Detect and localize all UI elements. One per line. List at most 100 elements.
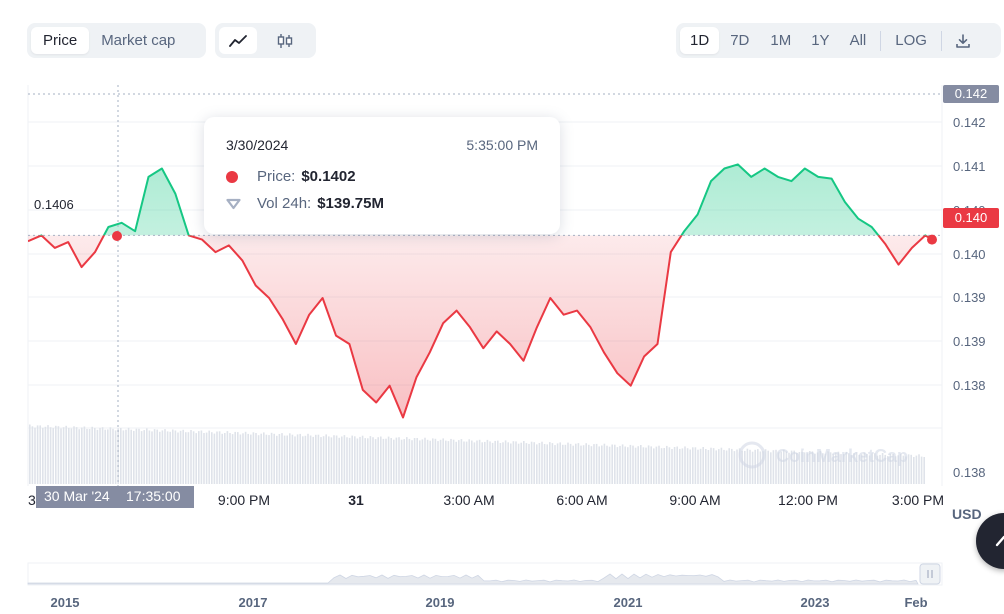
volume-bar — [198, 431, 200, 484]
tooltip-date: 3/30/2024 — [226, 137, 289, 153]
volume-bar — [785, 451, 788, 484]
volume-bar — [523, 441, 525, 484]
volume-bar — [88, 429, 91, 484]
volume-bar — [86, 428, 88, 484]
x-tick-label: 31 — [348, 492, 364, 508]
volume-bar — [920, 456, 923, 484]
volume-bar — [114, 430, 117, 484]
range-navigator[interactable] — [27, 562, 943, 586]
volume-bar — [242, 433, 244, 484]
volume-bar — [286, 435, 288, 484]
volume-bar — [824, 453, 827, 484]
volume-bar — [624, 446, 626, 484]
volume-bar — [182, 429, 184, 484]
volume-bar — [855, 452, 858, 484]
volume-bar — [408, 438, 411, 484]
pause-handle-icon[interactable] — [919, 563, 941, 585]
volume-bar — [530, 441, 533, 484]
volume-bar — [60, 428, 62, 484]
volume-bar — [203, 433, 205, 484]
x-tick-label: 12:00 PM — [778, 492, 838, 508]
range-7d[interactable]: 7D — [730, 32, 750, 49]
volume-bar — [208, 430, 210, 484]
y-tick-label: 0.138 — [953, 465, 986, 480]
log-toggle[interactable]: LOG — [895, 32, 927, 49]
volume-bar — [809, 451, 811, 484]
volume-bar — [694, 447, 697, 484]
volume-bar — [710, 447, 712, 484]
volume-bar — [127, 427, 130, 484]
volume-bar — [343, 435, 346, 484]
tooltip-volume-label: Vol 24h: — [257, 195, 312, 212]
volume-bar — [380, 436, 382, 484]
volume-bar — [803, 452, 806, 484]
volume-bar — [770, 452, 772, 484]
volume-bar — [627, 447, 629, 484]
volume-bar — [647, 445, 650, 484]
range-1d[interactable]: 1D — [680, 27, 720, 54]
y-tick-label: 0.138 — [953, 378, 986, 393]
volume-bar — [73, 426, 75, 484]
download-icon[interactable] — [946, 27, 980, 54]
volume-bar — [341, 436, 343, 484]
x-tick-label: 3:00 AM — [443, 492, 494, 508]
range-1m[interactable]: 1M — [770, 32, 792, 49]
volume-bar — [679, 448, 681, 484]
volume-bar — [902, 455, 905, 484]
navigator-year-label: Feb — [904, 595, 927, 610]
volume-bar — [403, 439, 405, 484]
volume-bar — [707, 450, 710, 484]
line-chart-icon[interactable] — [219, 27, 257, 54]
volume-bar — [507, 442, 509, 484]
volume-bar — [411, 440, 413, 484]
volume-bar — [109, 427, 112, 484]
y-tick-label: 0.139 — [953, 290, 986, 305]
volume-bar — [608, 446, 611, 484]
crosshair-price-badge-text: 0.142 — [955, 86, 988, 101]
volume-bar — [546, 444, 548, 484]
volume-bar — [720, 447, 723, 484]
volume-bar — [567, 442, 569, 484]
range-toggle: 1D 7D 1M 1Y All LOG — [676, 23, 1001, 58]
y-tick-label: 0.141 — [953, 159, 986, 174]
volume-bar — [133, 430, 135, 484]
volume-bar — [689, 449, 691, 484]
range-all[interactable]: All — [849, 32, 867, 49]
price-tab[interactable]: Price — [31, 27, 90, 54]
last-price-dot — [927, 234, 937, 245]
volume-bar — [70, 428, 73, 484]
volume-bar — [577, 443, 580, 484]
volume-bar — [673, 447, 676, 484]
volume-bar — [723, 449, 725, 484]
volume-bar — [489, 441, 491, 484]
volume-bar — [192, 431, 195, 484]
volume-bar — [569, 443, 572, 484]
candlestick-icon[interactable] — [266, 27, 304, 54]
volume-bar — [94, 427, 96, 484]
volume-bar — [151, 431, 153, 484]
volume-bar — [549, 442, 551, 484]
volume-bar — [221, 433, 223, 484]
market-cap-tab[interactable]: Market cap — [101, 32, 176, 49]
volume-bar — [122, 430, 125, 484]
watermark: CoinMarketCap — [738, 441, 908, 469]
tooltip-price-row: Price: $0.1402 — [226, 168, 356, 185]
price-dot-icon — [226, 170, 238, 183]
volume-bar — [541, 441, 543, 484]
volume-bar — [437, 441, 439, 484]
volume-bar — [426, 439, 429, 484]
volume-bar — [309, 435, 312, 484]
chevron-up-icon — [995, 535, 1004, 547]
volume-bar — [42, 427, 44, 484]
volume-bar — [476, 440, 478, 484]
current-price-badge — [943, 208, 999, 228]
range-1y[interactable]: 1Y — [811, 32, 830, 49]
volume-bar — [185, 432, 187, 484]
volume-bar — [172, 429, 174, 484]
volume-bar — [853, 453, 855, 484]
volume-bar — [915, 455, 918, 484]
volume-bar — [913, 457, 915, 484]
volume-bar — [75, 427, 78, 484]
volume-bar — [614, 444, 616, 484]
